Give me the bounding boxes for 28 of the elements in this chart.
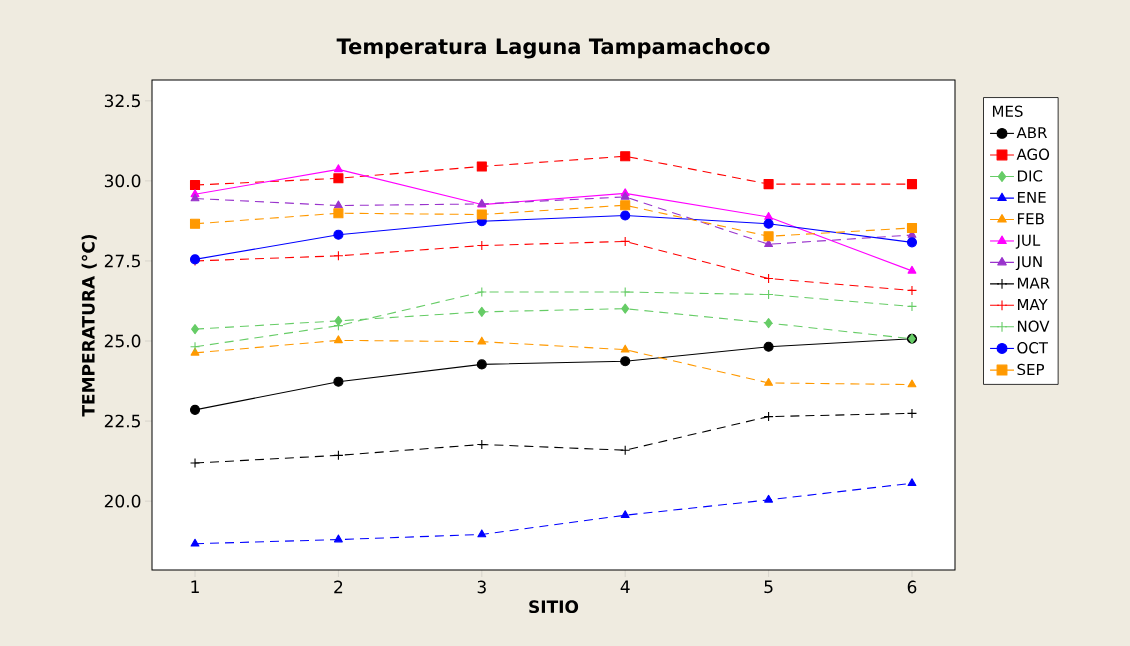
chart-title: Temperatura Laguna Tampamachoco	[336, 37, 770, 59]
y-axis-title: TEMPERATURA (°C)	[81, 234, 97, 417]
legend-label: MAY	[1017, 299, 1048, 310]
legend-label: FEB	[1017, 213, 1044, 225]
legend-label: SEP	[1017, 363, 1045, 376]
x-axis-title: SITIO	[529, 600, 579, 614]
legend-title: MES	[992, 105, 1023, 117]
legend-label: JUN	[1015, 256, 1042, 271]
y-tick-label: 25.0	[104, 334, 141, 348]
legend-label: DIC	[1017, 170, 1043, 182]
x-tick-label: 2	[334, 580, 343, 594]
y-tick-label: 32.5	[104, 94, 140, 108]
legend-label: ENE	[1017, 191, 1046, 203]
y-tick-label: 30.0	[104, 174, 141, 188]
y-tick-label: 22.5	[104, 414, 140, 428]
x-tick-label: 6	[907, 580, 917, 594]
legend-label: ABR	[1016, 127, 1048, 139]
x-tick-label: 1	[191, 580, 199, 593]
x-tick-label: 5	[764, 580, 773, 594]
legend-label: MAR	[1017, 277, 1050, 289]
legend-label: JUL	[1015, 234, 1041, 249]
legend-label: OCT	[1017, 342, 1048, 354]
y-tick-label: 20.0	[104, 494, 141, 508]
x-tick-label: 3	[477, 580, 486, 594]
legend-label: NOV	[1017, 320, 1050, 332]
legend-label: AGO	[1016, 148, 1050, 160]
x-tick-label: 4	[620, 580, 630, 593]
y-tick-label: 27.5	[104, 254, 140, 268]
